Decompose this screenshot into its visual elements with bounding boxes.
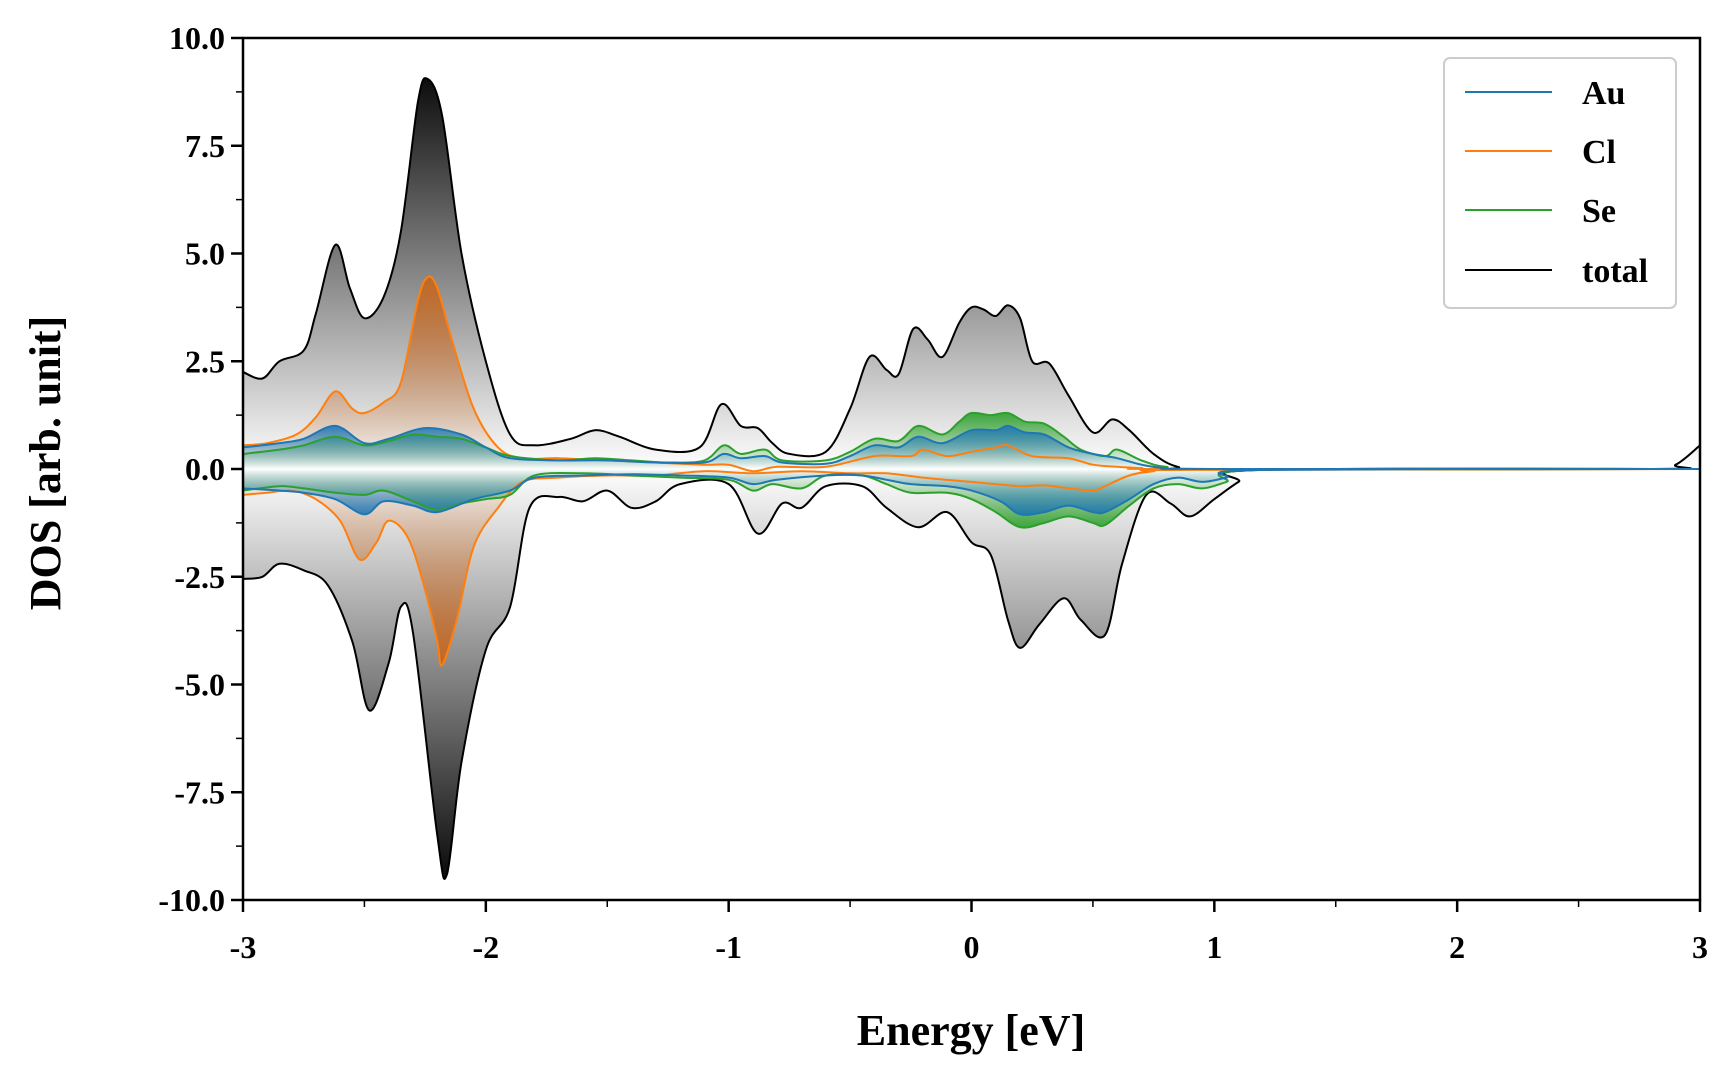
y-tick-label: -5.0 [174,667,225,703]
x-tick-label: -2 [473,929,500,965]
y-tick-label: 0.0 [185,451,225,487]
y-tick-label: 2.5 [185,343,225,379]
y-tick-label: 10.0 [169,20,225,56]
y-tick-label: 7.5 [185,128,225,164]
y-tick-label: 5.0 [185,236,225,272]
legend-label-cl: Cl [1582,134,1616,171]
x-tick-label: 1 [1206,929,1222,965]
legend-label-total: total [1582,253,1648,290]
y-tick-label: -7.5 [174,774,225,810]
legend: Au Cl Se total [1443,57,1677,309]
x-axis-label: Energy [eV] [857,1006,1086,1055]
y-tick-label: -2.5 [174,559,225,595]
x-tick-label: 0 [964,929,980,965]
line-cl-down [242,468,1701,667]
line-total-down [242,467,1701,880]
legend-label-se: Se [1582,193,1616,230]
line-total-up [242,77,1701,471]
x-tick-label: -3 [230,929,257,965]
line-layer [242,77,1701,880]
line-au-up [242,424,1701,471]
legend-label-au: Au [1582,75,1625,112]
y-tick-label: -10.0 [158,882,225,918]
x-tick-label: -1 [715,929,742,965]
legend-frame [1443,57,1677,309]
y-axis-label: DOS [arb. unit] [21,316,70,611]
line-au-down [242,467,1701,516]
x-tick-label: 3 [1692,929,1708,965]
fill-au-up [243,425,1700,470]
fill-au-down [243,468,1700,515]
axis-ticks: -3 -2 -1 0 1 2 3 10.0 7.5 5.0 2.5 0.0 -2.5 -5.0 -7.5 -1… [158,20,1708,965]
x-tick-label: 2 [1449,929,1465,965]
line-cl-up [242,275,1701,473]
